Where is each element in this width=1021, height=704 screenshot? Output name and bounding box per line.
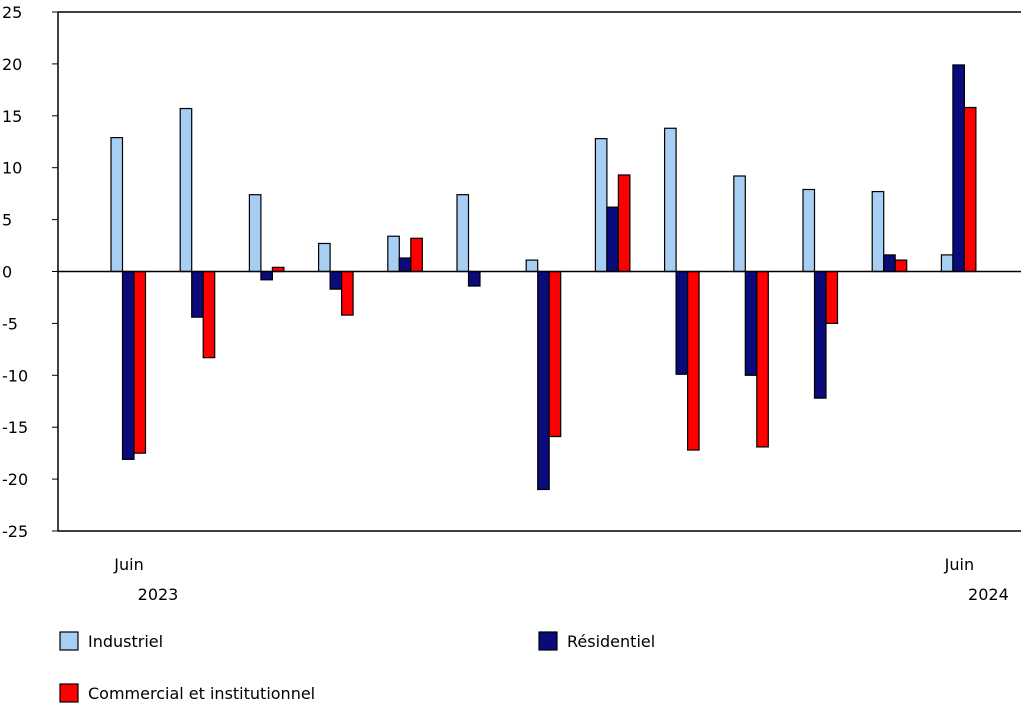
bar-r-sidentiel-12 [952,64,966,273]
x-tick-label-year: 2024 [968,585,1009,604]
x-axis-labels: Juin 2023 Juin 2024 [113,555,1008,604]
y-tick-label: -25 [2,522,28,541]
y-tick-label: -10 [2,366,28,385]
y-tick-label: 25 [2,3,22,22]
bar-commercial-et-institutionnel-10 [825,270,839,325]
bar-industriel-8 [663,127,677,273]
x-tick-label-month: Juin [113,555,143,574]
x-tick-label-month: Juin [944,555,974,574]
bar-industriel-9 [733,175,746,273]
bar-commercial-et-institutionnel-0 [133,270,147,454]
bar-r-sidentiel-2 [260,270,273,281]
x-tick-label-year: 2023 [138,585,179,604]
bar-commercial-et-institutionnel-11 [894,259,908,273]
y-tick-label: 20 [2,55,22,74]
bar-r-sidentiel-11 [883,254,896,273]
bar-industriel-11 [871,190,885,273]
legend: Industriel Résidentiel Commercial et insti… [59,631,655,703]
bar-industriel-3 [318,242,331,273]
bar-industriel-5 [456,194,470,273]
legend-label: Commercial et institutionnel [88,684,315,703]
y-tick-label: 5 [2,211,12,230]
bar-commercial-et-institutionnel-4 [410,237,423,273]
bar-industriel-4 [387,235,400,273]
bar-r-sidentiel-0 [121,270,135,460]
legend-label: Résidentiel [567,632,655,651]
bar-r-sidentiel-7 [606,206,620,273]
bar-commercial-et-institutionnel-3 [341,270,354,316]
bar-industriel-12 [940,254,954,273]
y-axis-ticks: 25 20 15 10 5 0 -5 -10 -15 -20 -25 [2,3,58,541]
bar-r-sidentiel-9 [744,270,758,376]
legend-swatch-commercial-et-institutionnel [59,683,79,703]
bar-r-sidentiel-1 [191,270,204,318]
bar-commercial-et-institutionnel-1 [202,270,216,359]
bar-r-sidentiel-10 [813,270,827,399]
bar-r-sidentiel-6 [537,270,550,491]
y-tick-label: 10 [2,159,22,178]
bar-commercial-et-institutionnel-6 [548,270,562,438]
plot-frame [57,11,1021,532]
bar-r-sidentiel-4 [398,257,412,273]
legend-label: Industriel [88,632,163,651]
bar-r-sidentiel-3 [329,270,343,290]
bar-commercial-et-institutionnel-8 [686,270,700,451]
bar-industriel-0 [110,136,124,273]
bars [110,64,977,491]
bar-industriel-6 [525,259,539,273]
bar-industriel-10 [802,188,816,273]
y-tick-label: 0 [2,263,12,282]
bar-industriel-2 [248,194,262,273]
y-tick-label: 15 [2,107,22,126]
bar-industriel-1 [179,107,193,273]
bar-commercial-et-institutionnel-7 [617,174,631,273]
bar-r-sidentiel-5 [467,270,481,287]
legend-swatch-r-sidentiel [538,631,558,651]
bar-r-sidentiel-8 [675,270,689,375]
y-tick-label: -15 [2,418,28,437]
y-tick-label: -5 [2,314,18,333]
y-tick-label: -20 [2,470,28,489]
bar-commercial-et-institutionnel-9 [756,270,769,448]
bar-industriel-7 [594,138,608,273]
bar-commercial-et-institutionnel-12 [963,106,977,273]
legend-swatch-industriel [59,631,79,651]
